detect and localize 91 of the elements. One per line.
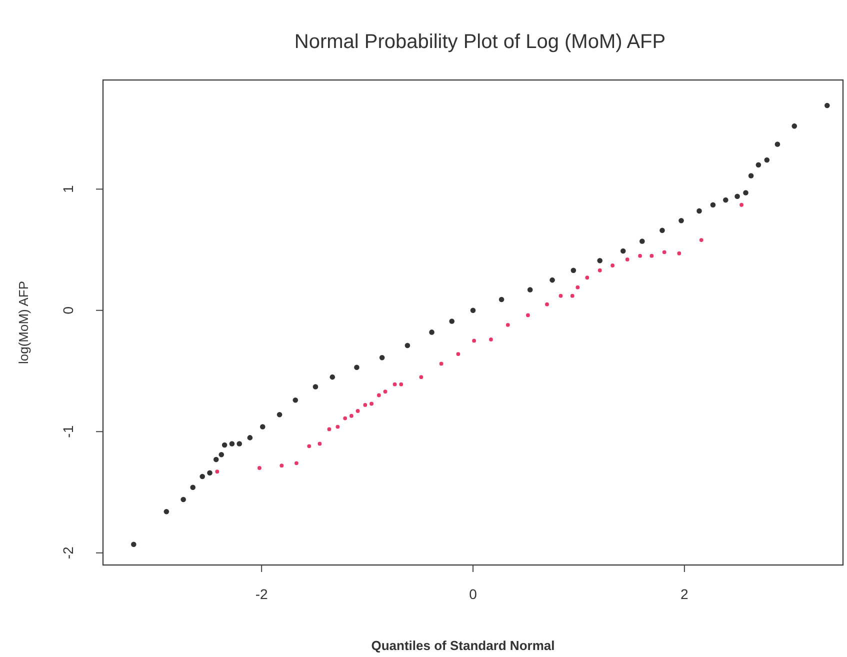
point xyxy=(696,208,702,214)
point xyxy=(792,123,798,129)
point xyxy=(213,456,219,462)
point xyxy=(164,509,170,514)
point xyxy=(550,277,555,283)
point xyxy=(439,362,444,366)
point xyxy=(200,474,206,480)
y-tick-label: -2 xyxy=(60,546,76,560)
point xyxy=(723,197,728,203)
point xyxy=(824,102,830,108)
point xyxy=(330,374,336,380)
point xyxy=(207,470,212,476)
point xyxy=(774,142,780,147)
x-axis-title: Quantiles of Standard Normal xyxy=(371,638,555,653)
point xyxy=(218,452,224,458)
point xyxy=(639,238,645,244)
y-tick-label: 0 xyxy=(60,306,76,314)
point xyxy=(276,412,282,418)
point xyxy=(597,258,603,264)
point xyxy=(699,238,704,242)
point xyxy=(449,318,455,324)
point xyxy=(343,416,348,420)
point xyxy=(638,254,642,258)
point xyxy=(383,390,388,394)
point xyxy=(576,285,580,290)
point xyxy=(585,276,590,280)
point xyxy=(743,190,748,196)
point xyxy=(598,268,602,272)
point xyxy=(392,382,397,386)
point xyxy=(190,484,196,490)
point xyxy=(404,342,410,348)
point xyxy=(620,248,626,254)
point xyxy=(660,228,665,233)
y-tick-label: 1 xyxy=(60,185,76,194)
point xyxy=(318,442,322,446)
point xyxy=(527,287,533,292)
x-tick-label: 2 xyxy=(680,586,689,602)
point xyxy=(370,402,374,406)
point xyxy=(258,466,262,470)
point xyxy=(610,264,614,268)
point xyxy=(247,435,253,440)
point xyxy=(489,338,493,342)
point xyxy=(662,250,666,254)
point xyxy=(292,397,298,403)
point xyxy=(379,355,385,360)
point xyxy=(363,403,368,407)
point xyxy=(236,441,242,446)
point xyxy=(354,364,360,370)
point xyxy=(650,254,654,258)
point xyxy=(399,382,404,386)
point xyxy=(260,424,266,430)
point xyxy=(349,414,354,418)
point xyxy=(312,384,318,390)
point xyxy=(294,461,298,466)
x-tick-label: 0 xyxy=(469,586,478,602)
y-tick-label: -1 xyxy=(60,425,76,438)
point xyxy=(215,470,220,474)
point xyxy=(429,330,434,335)
point xyxy=(419,375,424,380)
point xyxy=(526,313,530,318)
point xyxy=(470,308,476,314)
point xyxy=(570,294,574,298)
point xyxy=(222,442,228,448)
point xyxy=(336,424,340,429)
point xyxy=(498,296,504,302)
point xyxy=(740,202,744,207)
point xyxy=(456,352,460,356)
point xyxy=(678,218,684,224)
point xyxy=(356,409,360,413)
x-tick-label: -2 xyxy=(255,586,268,602)
point xyxy=(180,496,186,502)
point xyxy=(734,194,740,200)
point xyxy=(748,173,754,178)
point xyxy=(677,251,682,256)
y-axis-title: log(MoM) AFP xyxy=(16,280,31,364)
point xyxy=(545,302,549,306)
point xyxy=(558,294,563,298)
point xyxy=(710,202,716,208)
point xyxy=(756,162,762,168)
point xyxy=(229,441,235,446)
point xyxy=(570,268,576,274)
point xyxy=(472,338,476,343)
point xyxy=(307,444,312,448)
point xyxy=(280,464,284,468)
point xyxy=(376,393,381,398)
point xyxy=(764,157,770,163)
point xyxy=(131,542,136,548)
point xyxy=(506,322,510,327)
point xyxy=(327,427,332,432)
point xyxy=(625,258,630,262)
chart-title: Normal Probability Plot of Log (MoM) AFP xyxy=(294,31,666,53)
